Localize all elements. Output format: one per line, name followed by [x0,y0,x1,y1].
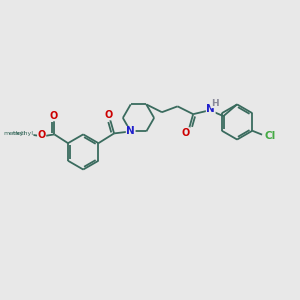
Text: O: O [104,110,112,120]
Text: O: O [49,111,58,121]
Text: methyl: methyl [11,131,33,136]
Text: O: O [181,128,190,138]
Text: O: O [38,130,46,140]
Text: N: N [206,104,215,114]
Text: methyl: methyl [3,131,25,136]
Text: N: N [126,126,135,136]
Text: H: H [211,99,218,108]
Text: Cl: Cl [264,130,275,141]
